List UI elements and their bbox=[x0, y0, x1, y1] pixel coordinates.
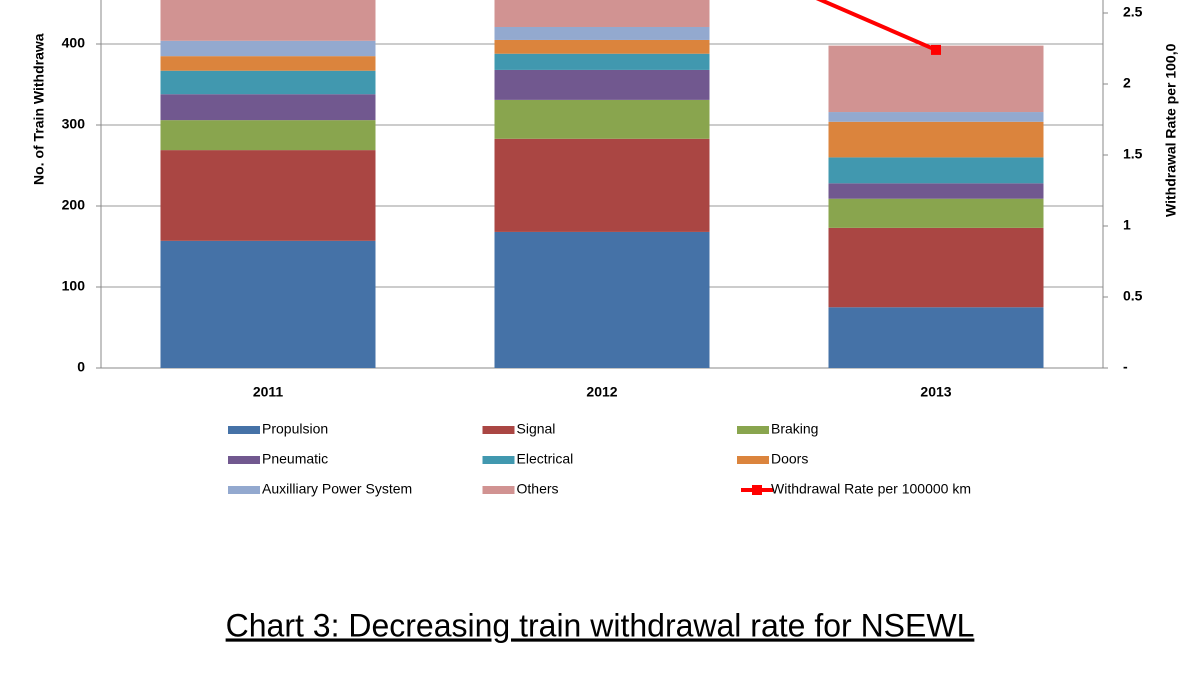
legend-swatch bbox=[737, 456, 769, 464]
bar-segment bbox=[160, 56, 376, 71]
bar-segment bbox=[828, 227, 1044, 308]
legend-label: Propulsion bbox=[262, 421, 328, 437]
bar-segment bbox=[494, 138, 710, 232]
legend-label: Braking bbox=[771, 421, 818, 437]
bar-segment bbox=[828, 121, 1044, 158]
y-tick-label: 0 bbox=[77, 359, 85, 375]
legend-label: Electrical bbox=[517, 451, 574, 467]
x-tick-label: 2012 bbox=[586, 384, 617, 400]
y2-tick-label: 1.5 bbox=[1123, 146, 1143, 162]
y2-tick-label: 1 bbox=[1123, 217, 1131, 233]
bar-segment bbox=[494, 69, 710, 100]
y-axis-label: No. of Train Withdrawa bbox=[31, 33, 47, 185]
bar-segment bbox=[160, 94, 376, 121]
bar-segment bbox=[160, 70, 376, 95]
legend-label: Auxilliary Power System bbox=[262, 481, 412, 497]
bar-segment bbox=[160, 150, 376, 241]
y-tick-label: 400 bbox=[62, 35, 86, 51]
bar-segment bbox=[828, 112, 1044, 122]
bar-segment bbox=[494, 231, 710, 368]
legend-swatch bbox=[737, 426, 769, 434]
y-tick-label: 300 bbox=[62, 116, 86, 132]
y2-axis-label: Withdrawal Rate per 100,0 bbox=[1163, 43, 1179, 217]
legend-marker bbox=[752, 485, 762, 495]
legend-label: Pneumatic bbox=[262, 451, 328, 467]
bar-segment bbox=[828, 45, 1044, 113]
legend-swatch bbox=[228, 426, 260, 434]
y-tick-label: 200 bbox=[62, 197, 86, 213]
legend-swatch bbox=[482, 456, 515, 464]
rate-marker bbox=[931, 44, 941, 55]
y-tick-label: 100 bbox=[62, 278, 86, 294]
x-tick-label: 2011 bbox=[253, 384, 284, 400]
legend-swatch bbox=[482, 486, 515, 494]
legend-label: Others bbox=[517, 481, 559, 497]
bar-segment bbox=[160, 0, 376, 41]
bar-segment bbox=[494, 53, 710, 70]
legend-swatch bbox=[482, 426, 515, 434]
y2-tick-label: 0.5 bbox=[1123, 288, 1143, 304]
bar-segment bbox=[494, 26, 710, 40]
x-tick-label: 2013 bbox=[920, 384, 951, 400]
bar-segment bbox=[828, 198, 1044, 228]
rate-line bbox=[815, 0, 937, 52]
chart-title: Chart 3: Decreasing train withdrawal rat… bbox=[226, 607, 975, 643]
y2-tick-label: - bbox=[1123, 359, 1128, 375]
bar-segment bbox=[494, 0, 710, 27]
legend-swatch bbox=[228, 486, 260, 494]
bar-segment bbox=[160, 120, 376, 151]
bar-segment bbox=[828, 157, 1044, 184]
legend-swatch bbox=[228, 456, 260, 464]
y2-tick-label: 2 bbox=[1123, 75, 1131, 91]
legend-label: Signal bbox=[517, 421, 556, 437]
bar-segment bbox=[160, 40, 376, 57]
bar-segment bbox=[494, 99, 710, 139]
legend-label: Withdrawal Rate per 100000 km bbox=[771, 481, 971, 497]
y2-tick-label: 2.5 bbox=[1123, 4, 1143, 20]
bar-segment bbox=[160, 240, 376, 368]
legend-label: Doors bbox=[771, 451, 808, 467]
bar-segment bbox=[494, 39, 710, 54]
bar-segment bbox=[828, 307, 1044, 368]
bar-segment bbox=[828, 183, 1044, 199]
